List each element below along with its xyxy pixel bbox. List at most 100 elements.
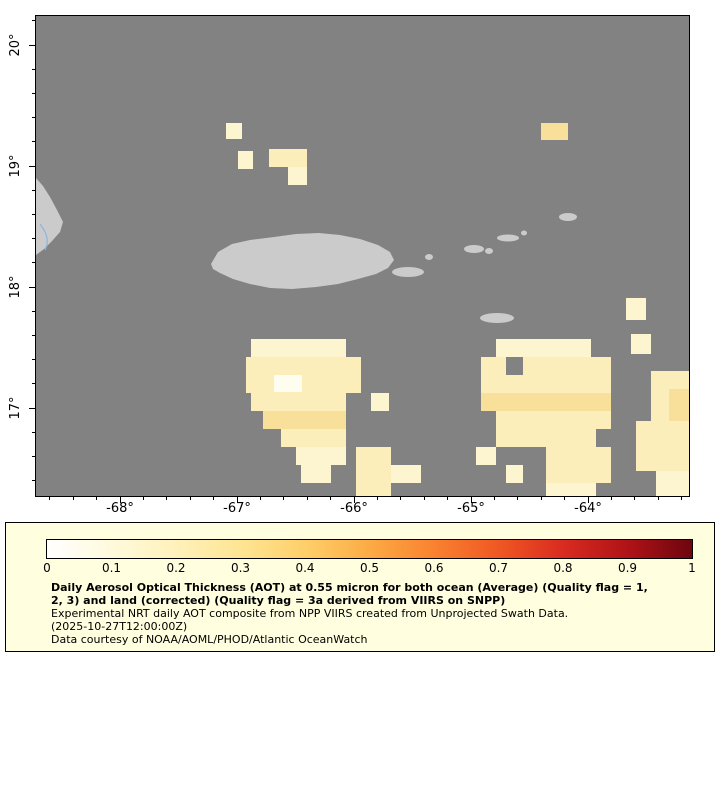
legend-title-line1: Daily Aerosol Optical Thickness (AOT) at…	[51, 581, 648, 594]
legend-info-timestamp: (2025-10-27T12:00:00Z)	[51, 620, 188, 633]
lon-tick-label: -67°	[223, 501, 251, 516]
legend-info-source: Experimental NRT daily AOT composite fro…	[51, 607, 569, 620]
colorbar-tick-label: 0.1	[101, 561, 122, 575]
island-st-thomas	[464, 245, 484, 253]
aot-data-cell	[263, 411, 346, 429]
aot-data-cell	[541, 123, 568, 140]
map-canvas	[36, 16, 689, 496]
lon-minor-tick	[517, 497, 519, 500]
island-vieques	[392, 267, 424, 277]
lon-minor-tick	[540, 497, 542, 500]
aot-data-cell	[481, 393, 611, 411]
lon-minor-tick	[72, 497, 74, 500]
lon-minor-tick	[259, 497, 261, 500]
aot-data-cell	[496, 429, 596, 447]
island-virgin-gorda	[521, 230, 527, 236]
lon-minor-tick	[400, 497, 402, 500]
river-line	[39, 223, 48, 251]
aot-data-cell	[506, 465, 523, 483]
aot-data-cell	[301, 465, 331, 483]
lon-minor-tick	[610, 497, 612, 500]
lon-minor-tick	[142, 497, 144, 500]
aot-data-cell	[274, 375, 302, 392]
aot-data-cell	[481, 375, 611, 393]
aot-data-cell	[523, 357, 611, 375]
island-hispaniola-east-cape	[36, 178, 63, 255]
lon-major-tick	[587, 497, 589, 503]
aot-data-cell	[251, 393, 346, 411]
lon-major-tick	[119, 497, 121, 503]
lon-minor-tick	[213, 497, 215, 500]
island-tortola	[497, 234, 519, 242]
aot-data-cell	[656, 471, 689, 496]
aot-data-cell	[296, 447, 346, 465]
lon-minor-tick	[283, 497, 285, 500]
island-st-croix	[480, 313, 514, 323]
lon-minor-tick	[376, 497, 378, 500]
legend-title-line2: 2, 3) and land (corrected) (Quality flag…	[51, 594, 506, 607]
lon-minor-tick	[423, 497, 425, 500]
aot-data-cell	[496, 339, 591, 357]
lon-minor-tick	[657, 497, 659, 500]
lon-tick-label: -66°	[340, 501, 368, 516]
island-culebra	[425, 254, 433, 260]
lat-tick-label: 19°	[8, 154, 23, 178]
legend-caption: Daily Aerosol Optical Thickness (AOT) at…	[51, 581, 648, 646]
aot-data-cell	[636, 421, 689, 471]
colorbar-tick-label: 0.7	[488, 561, 509, 575]
lat-tick-label: 17°	[8, 396, 23, 420]
aot-data-cell	[288, 167, 307, 185]
aot-data-cell	[546, 447, 611, 465]
lon-major-tick	[353, 497, 355, 503]
aot-data-cell	[631, 334, 651, 354]
lon-minor-tick	[166, 497, 168, 500]
lon-minor-tick	[49, 497, 51, 500]
lon-major-tick	[470, 497, 472, 503]
aot-data-cell	[481, 357, 506, 375]
lon-minor-tick	[447, 497, 449, 500]
aot-data-cell	[371, 393, 389, 411]
island-puerto-rico	[211, 233, 394, 289]
map-plot	[35, 15, 690, 497]
island-st-john	[485, 248, 493, 254]
aot-data-cell	[246, 357, 361, 375]
colorbar-tick-label: 1	[688, 561, 696, 575]
lon-tick-label: -68°	[106, 501, 134, 516]
lon-tick-label: -65°	[457, 501, 485, 516]
lat-tick-label: 18°	[8, 275, 23, 299]
lon-minor-tick	[564, 497, 566, 500]
colorbar-tick-label: 0.5	[359, 561, 380, 575]
colorbar-tick-label: 0.3	[230, 561, 251, 575]
aot-data-cell	[251, 339, 346, 357]
lon-minor-tick	[634, 497, 636, 500]
lon-minor-tick	[306, 497, 308, 500]
aot-data-cell	[269, 149, 307, 167]
colorbar-tick-label: 0.6	[424, 561, 444, 575]
lon-minor-tick	[189, 497, 191, 500]
aot-data-cell	[356, 447, 391, 496]
lon-minor-tick	[330, 497, 332, 500]
aot-data-cell	[546, 483, 596, 496]
colorbar-tick-label: 0	[43, 561, 51, 575]
colorbar-tick-label: 0.2	[166, 561, 186, 575]
aot-data-cell	[669, 389, 689, 421]
aot-data-cell	[281, 429, 346, 447]
lat-tick-label: 20°	[8, 33, 23, 57]
colorbar-tick-label: 0.9	[617, 561, 638, 575]
lon-minor-tick	[493, 497, 495, 500]
aot-data-cell	[391, 465, 421, 483]
aot-data-cell	[238, 151, 253, 169]
aot-data-cell	[546, 465, 611, 483]
lon-tick-label: -64°	[574, 501, 602, 516]
aot-data-cell	[246, 375, 361, 393]
aot-data-cell	[496, 411, 611, 429]
aot-data-cell	[476, 447, 496, 465]
lon-minor-tick	[681, 497, 683, 500]
island-anegada	[559, 213, 577, 221]
colorbar-tick-label: 0.4	[295, 561, 315, 575]
legend-info-courtesy: Data courtesy of NOAA/AOML/PHOD/Atlantic…	[51, 633, 368, 646]
legend-panel: Daily Aerosol Optical Thickness (AOT) at…	[5, 522, 715, 652]
colorbar-tick-label: 0.8	[553, 561, 573, 575]
colorbar	[46, 539, 693, 559]
